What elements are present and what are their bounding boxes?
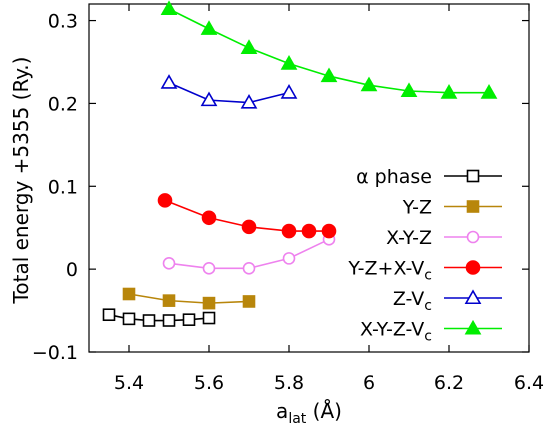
data-point (142, 314, 156, 327)
data-point (280, 55, 298, 70)
y-tick-label: 0 (66, 259, 78, 281)
x-tick-label: 6.2 (434, 372, 464, 394)
x-tick-label: 5.6 (194, 372, 224, 394)
data-point (480, 84, 498, 99)
y-tick-label: 0.1 (48, 176, 78, 198)
series-line (168, 81, 290, 104)
series-2 (162, 233, 336, 275)
x-tick-label: 6 (363, 372, 375, 394)
data-point (201, 210, 217, 226)
series-layer (102, 0, 498, 327)
series-0 (102, 308, 216, 327)
legend-label: X-Y-Z-Vc (360, 319, 432, 345)
legend-label-main: X-Y-Z-V (360, 319, 424, 341)
legend-marker (464, 319, 482, 335)
data-point (321, 223, 337, 239)
x-axis-title-subscript: lat (288, 411, 306, 427)
data-point (182, 313, 196, 326)
legend-label-main: α phase (356, 166, 432, 188)
data-point (162, 314, 176, 327)
x-tick-label: 6.4 (514, 372, 544, 394)
data-point (200, 91, 218, 107)
legend-marker (466, 200, 480, 213)
legend-marker (464, 289, 482, 305)
legend-entry: X-Y-Z-Vc (360, 319, 502, 345)
x-axis-title-main: a (276, 399, 288, 423)
data-point (122, 312, 136, 326)
data-point (242, 295, 256, 308)
y-tick-label: 0.3 (48, 11, 78, 33)
data-point (301, 223, 317, 239)
legend-label-subscript: c (424, 268, 432, 284)
data-point (281, 223, 297, 239)
plot-frame (88, 3, 530, 353)
legend-label: X-Y-Z (386, 227, 432, 249)
legend-label-main: Y-Z (402, 197, 432, 219)
legend-label: α phase (356, 166, 432, 188)
x-axis-title: alat (Å) (276, 399, 342, 427)
x-tick-label: 5.4 (114, 372, 144, 394)
data-point (160, 0, 178, 16)
legend-label: Z-Vc (393, 288, 432, 314)
legend-label-main: Y-Z+X-V (347, 258, 424, 280)
legend-marker (465, 260, 481, 275)
data-point (202, 262, 216, 275)
data-point (102, 308, 116, 322)
legend-label-main: Z-V (393, 288, 424, 310)
data-point (241, 219, 257, 235)
data-point (360, 76, 378, 92)
series-5 (160, 0, 498, 99)
data-point (240, 39, 258, 54)
data-point (400, 82, 418, 98)
series-1 (122, 287, 256, 310)
legend-label: Y-Z+X-Vc (347, 258, 432, 284)
legend-marker (466, 169, 480, 183)
data-point (200, 20, 218, 35)
data-point (240, 93, 258, 109)
legend-entry: α phase (356, 166, 502, 188)
x-tick-label: 5.8 (274, 372, 304, 394)
data-point (320, 67, 338, 83)
data-point (202, 296, 216, 310)
data-point (282, 252, 296, 265)
legend-entry: Z-Vc (393, 288, 502, 314)
x-axis-title-unit: (Å) (306, 399, 342, 423)
legend-marker (466, 230, 480, 244)
data-point (162, 257, 176, 270)
legend-entry: Y-Z (402, 197, 502, 219)
y-tick-label: −0.1 (32, 342, 78, 364)
y-tick-label: 0.2 (48, 93, 78, 115)
y-axis-title: Total energy +5355 (Ry.) (9, 57, 33, 305)
data-point (157, 193, 173, 208)
series-3 (157, 193, 337, 239)
ticks: 5.4 5.6 5.8 6 6.2 6.4 −0.1 0 0.1 0.2 0.3 (32, 4, 544, 394)
series-line (128, 293, 250, 304)
data-point (162, 294, 176, 307)
legend-label: Y-Z (402, 197, 432, 219)
data-point (122, 287, 136, 301)
data-point (202, 311, 216, 325)
data-point (440, 84, 458, 99)
legend-label-subscript: c (424, 329, 432, 345)
data-point (242, 262, 256, 275)
legend-label-main: X-Y-Z (386, 227, 432, 249)
data-point (160, 74, 178, 89)
data-point (280, 84, 298, 99)
series-4 (160, 74, 298, 109)
legend-label-subscript: c (424, 298, 432, 314)
legend-entry: X-Y-Z (386, 227, 502, 249)
legend-entry: Y-Z+X-Vc (347, 258, 502, 284)
